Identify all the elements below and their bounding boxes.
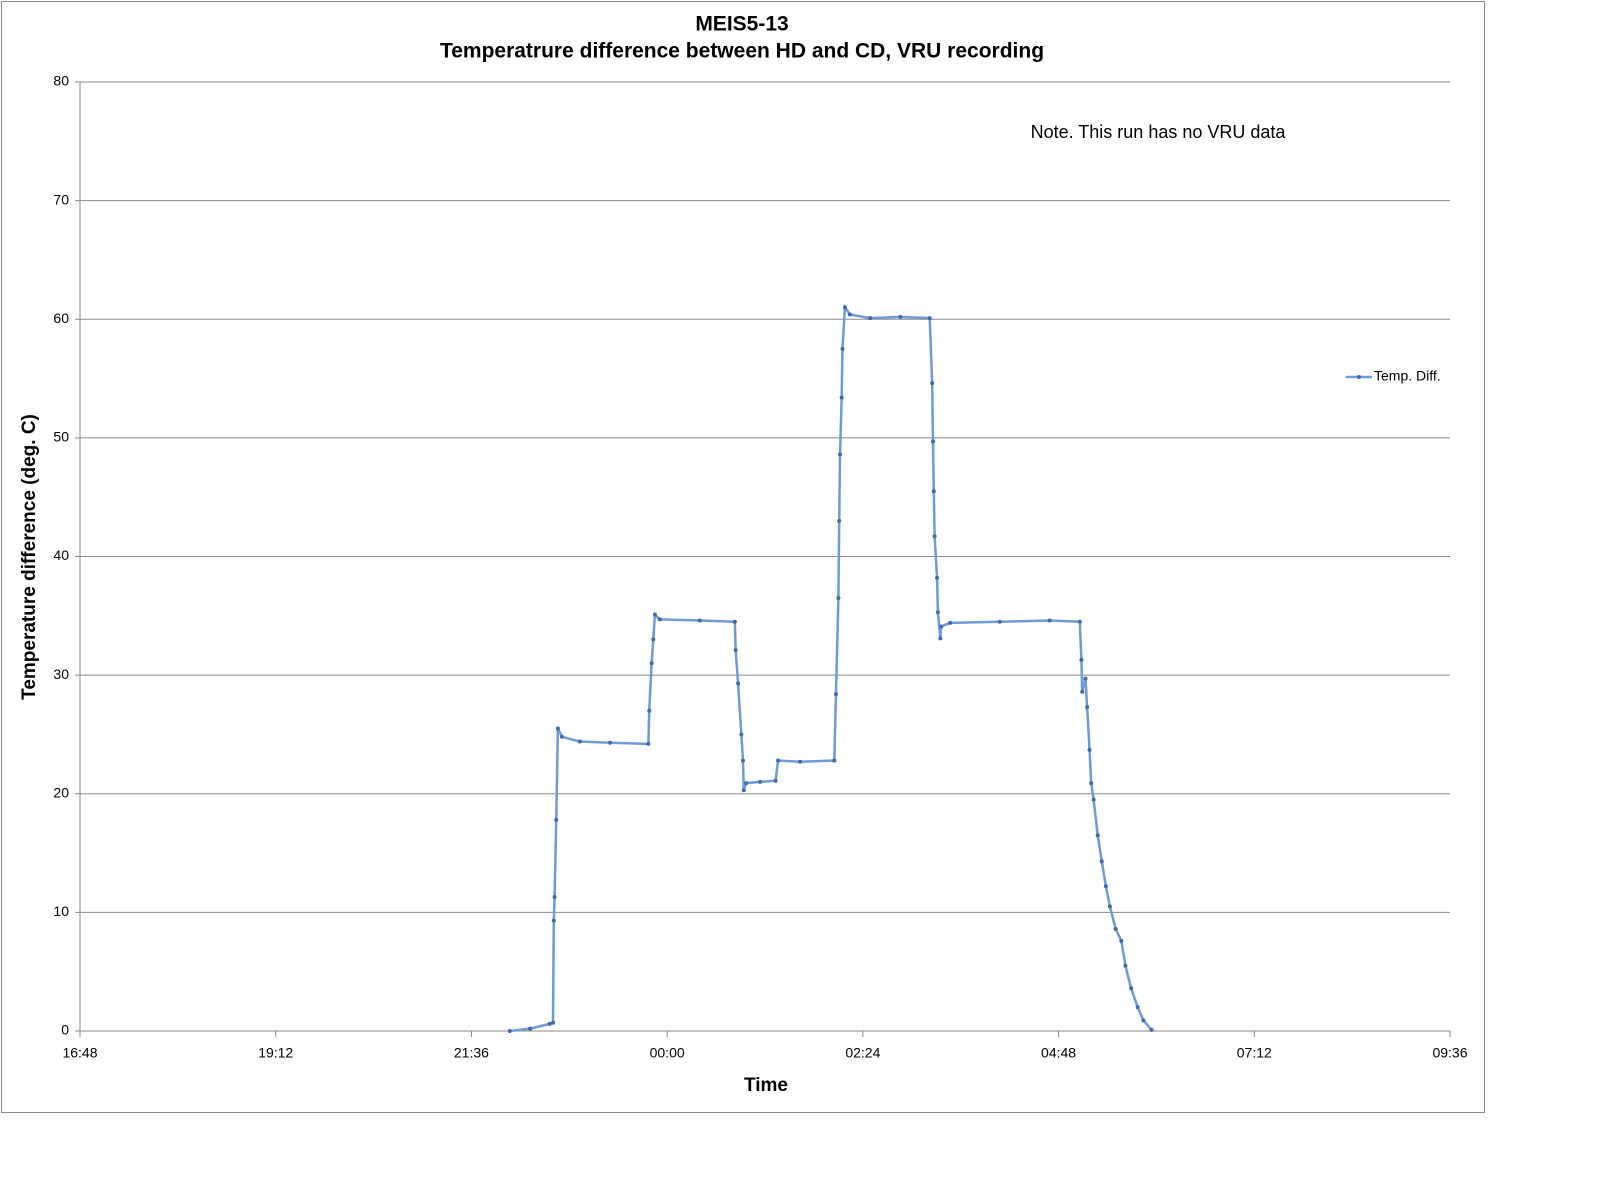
data-point [1077, 619, 1082, 624]
data-point [837, 518, 842, 523]
data-point [927, 316, 932, 321]
x-axis-title: Time [744, 1075, 788, 1096]
y-tick-label: 10 [53, 903, 69, 919]
data-point [948, 620, 953, 625]
data-point [736, 681, 741, 686]
data-point [657, 617, 662, 622]
data-point [758, 779, 763, 784]
data-point [551, 918, 556, 923]
x-tick-label: 04:48 [1041, 1045, 1076, 1061]
data-point [847, 312, 852, 317]
data-point [1099, 859, 1104, 864]
data-point [1141, 1018, 1146, 1023]
y-tick-label: 30 [53, 666, 69, 682]
data-point [773, 778, 778, 783]
data-point [1119, 938, 1124, 943]
data-point [935, 575, 940, 580]
x-tick-label: 16:48 [62, 1045, 97, 1061]
chart-title: MEIS5-13 [695, 13, 788, 36]
data-point [1089, 781, 1094, 786]
data-point [647, 708, 652, 713]
data-point [652, 612, 657, 617]
data-point [740, 758, 745, 763]
data-point [547, 1021, 552, 1026]
data-point [838, 452, 843, 457]
chart-subtitle: Temperatrure difference between HD and C… [440, 40, 1044, 63]
y-tick-label: 0 [61, 1022, 69, 1038]
data-point [1079, 657, 1084, 662]
x-tick-label: 02:24 [845, 1045, 880, 1061]
data-point [732, 619, 737, 624]
y-tick-label: 60 [53, 310, 69, 326]
data-point [577, 739, 582, 744]
data-point [1113, 926, 1118, 931]
data-point [528, 1026, 533, 1031]
data-point [649, 661, 654, 666]
data-point [554, 817, 559, 822]
y-tick-label: 50 [53, 429, 69, 445]
data-point [1085, 705, 1090, 710]
data-point [744, 781, 749, 786]
data-point [997, 619, 1002, 624]
data-point [932, 534, 937, 539]
x-tick-label: 00:00 [650, 1045, 685, 1061]
y-axis-title: Temperature difference (deg. C) [19, 414, 40, 700]
data-point [741, 788, 746, 793]
data-point [798, 759, 803, 764]
y-tick-label: 70 [53, 191, 69, 207]
data-point [938, 636, 943, 641]
data-point [1135, 1005, 1140, 1010]
data-point [930, 381, 935, 386]
data-point [739, 732, 744, 737]
data-point [1095, 833, 1100, 838]
data-point [1107, 904, 1112, 909]
data-point [1087, 747, 1092, 752]
legend-marker [1357, 375, 1361, 379]
data-point [697, 618, 702, 623]
data-point [939, 624, 944, 629]
data-point [1080, 689, 1085, 694]
x-tick-label: 07:12 [1237, 1045, 1272, 1061]
data-point [608, 740, 613, 745]
data-point [832, 758, 837, 763]
data-point [1149, 1027, 1154, 1032]
x-tick-label: 09:36 [1432, 1045, 1467, 1061]
data-point [1091, 797, 1096, 802]
data-point [1103, 884, 1108, 889]
data-point [898, 314, 903, 319]
data-point [836, 596, 841, 601]
data-point [507, 1029, 512, 1033]
data-point [840, 346, 845, 351]
y-tick-label: 40 [53, 547, 69, 563]
data-point [651, 637, 656, 642]
data-point [776, 758, 781, 763]
data-point [1129, 986, 1134, 991]
data-point [555, 726, 560, 731]
data-point [931, 489, 936, 494]
x-tick-label: 21:36 [454, 1045, 489, 1061]
data-point [833, 692, 838, 697]
y-tick-label: 80 [53, 73, 69, 89]
data-point [839, 395, 844, 400]
y-tick-label: 20 [53, 784, 69, 800]
data-point [1123, 963, 1128, 968]
data-point [550, 1020, 555, 1025]
data-point [842, 305, 847, 310]
data-point [646, 741, 651, 746]
x-tick-label: 19:12 [258, 1045, 293, 1061]
legend-label: Temp. Diff. [1374, 368, 1441, 384]
data-point [935, 610, 940, 615]
data-point [733, 648, 738, 653]
data-point [552, 894, 557, 899]
data-point [1083, 676, 1088, 681]
annotation: Note. This run has no VRU data [1031, 122, 1287, 142]
data-point [868, 316, 873, 321]
data-point [930, 439, 935, 444]
data-point [559, 734, 564, 739]
data-point [1047, 618, 1052, 623]
